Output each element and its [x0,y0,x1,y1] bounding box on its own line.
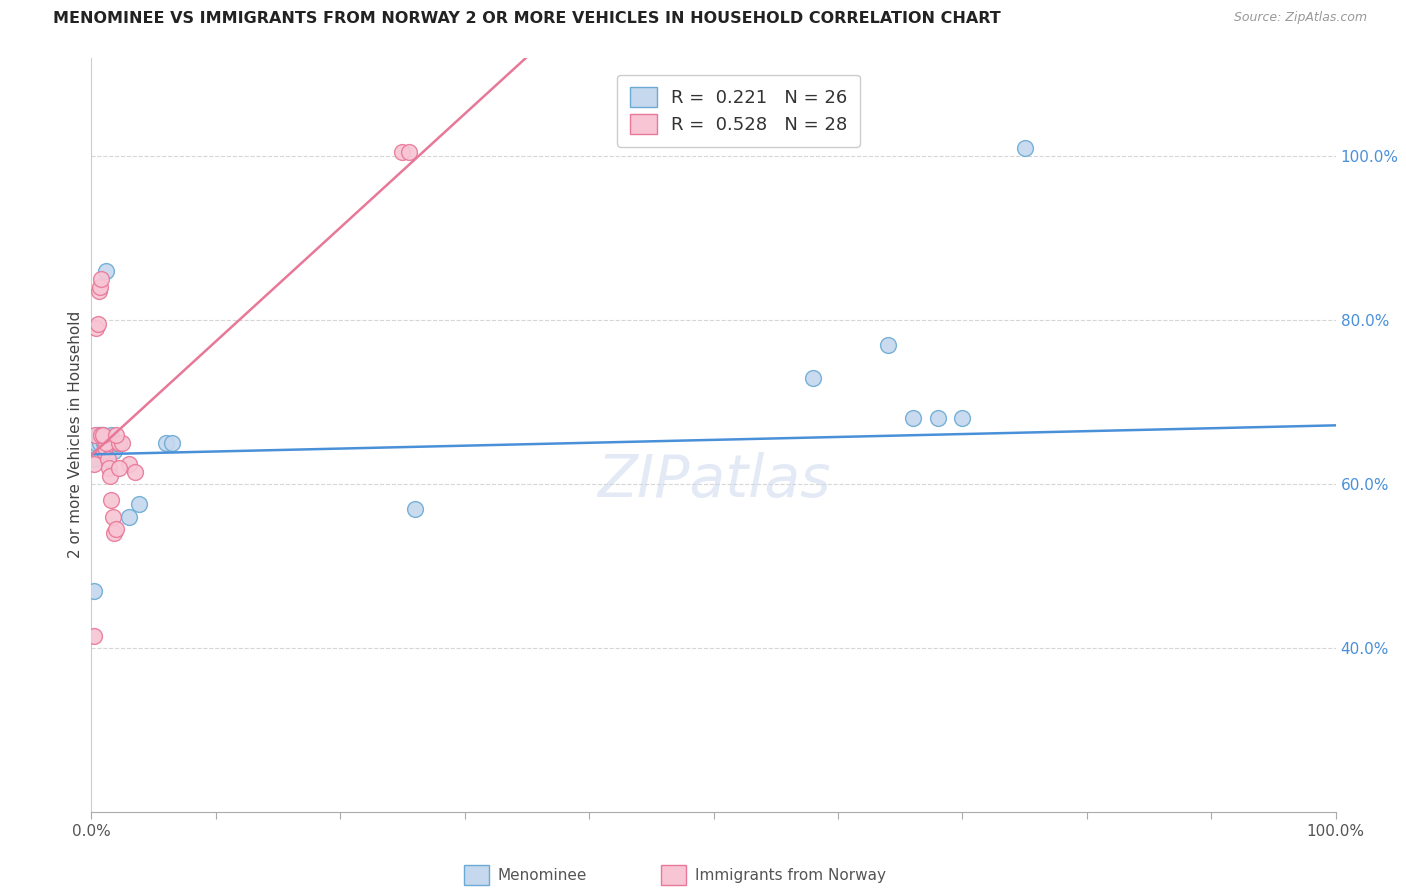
Point [98,468,121,483]
Point [100,428,122,442]
Point [97,452,120,467]
Point [901,411,924,425]
Point [124,465,146,479]
Point [105,428,128,442]
Point [101,509,124,524]
Point [111,436,134,450]
Point [105,522,128,536]
Point [404,501,426,516]
Point [87,285,110,299]
Point [103,444,125,458]
Point [86,428,108,442]
Point [94,440,117,454]
Point [86,318,108,332]
Point [876,337,898,351]
Point [97,460,120,475]
Point [391,145,413,160]
Text: Source: ZipAtlas.com: Source: ZipAtlas.com [1233,11,1367,24]
Text: MENOMINEE VS IMMIGRANTS FROM NORWAY 2 OR MORE VEHICLES IN HOUSEHOLD CORRELATION : MENOMINEE VS IMMIGRANTS FROM NORWAY 2 OR… [53,11,1001,26]
Point [83,457,105,471]
Legend: R =  0.221   N = 26, R =  0.528   N = 28: R = 0.221 N = 26, R = 0.528 N = 28 [617,75,860,147]
Point [107,460,129,475]
Point [83,583,105,598]
Point [90,428,112,442]
Point [90,272,112,286]
Point [87,428,110,442]
Point [93,444,115,458]
Point [118,457,141,471]
Text: Immigrants from Norway: Immigrants from Norway [695,868,886,882]
Point [84,428,107,442]
Point [83,629,105,643]
Point [105,436,128,450]
Point [100,493,122,508]
Point [86,436,108,450]
Y-axis label: 2 or more Vehicles in Household: 2 or more Vehicles in Household [67,311,83,558]
Point [950,411,973,425]
Point [86,321,108,335]
Point [89,436,111,450]
Point [398,145,420,160]
Point [97,436,120,450]
Point [96,436,118,450]
Point [1014,141,1036,155]
Point [128,498,150,512]
Point [84,452,107,467]
Text: Menominee: Menominee [498,868,588,882]
Point [89,280,111,294]
Point [801,370,824,384]
Point [162,436,184,450]
Point [927,411,949,425]
Point [91,428,114,442]
Point [90,428,112,442]
Point [103,526,125,541]
Point [107,436,129,450]
Point [93,436,115,450]
Point [118,509,141,524]
Text: ZIPatlas: ZIPatlas [596,451,831,508]
Point [96,264,118,278]
Point [155,436,177,450]
Point [91,428,114,442]
